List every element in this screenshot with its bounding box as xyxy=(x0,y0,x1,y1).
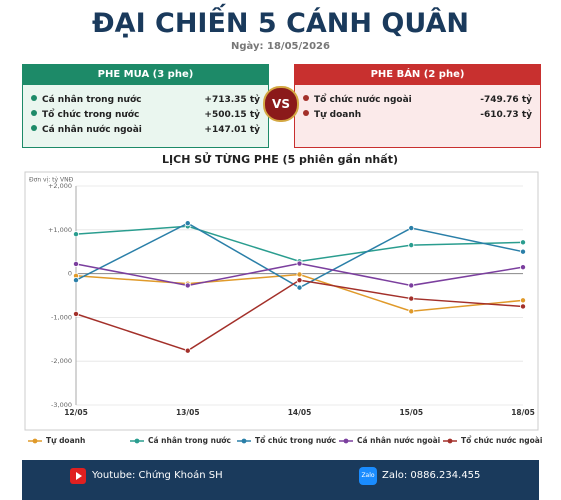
youtube-icon xyxy=(70,468,86,484)
data-point xyxy=(184,282,191,289)
buy-title: PHE MUA (3 phe) xyxy=(23,65,268,85)
sell-title: PHE BÁN (2 phe) xyxy=(295,65,540,85)
data-point xyxy=(296,271,303,278)
legend-label: Cá nhân trong nước xyxy=(148,436,231,445)
x-tick-label: 15/05 xyxy=(399,408,423,417)
legend-dot xyxy=(134,438,140,444)
y-tick-label: -3,000 xyxy=(51,401,72,409)
buy-panel: PHE MUA (3 phe) Cá nhân trong nước +713.3… xyxy=(22,64,269,148)
data-point xyxy=(408,295,415,302)
sell-rows: Tổ chức nước ngoài -749.76 tỷ Tự doanh -610… xyxy=(295,85,540,123)
sell-panel: PHE BÁN (2 phe) Tổ chức nước ngoài -749.7… xyxy=(294,64,541,148)
youtube-text[interactable]: Youtube: Chứng Khoán SH xyxy=(92,470,223,481)
legend-label: Cá nhân nước ngoài xyxy=(357,436,440,445)
x-tick-label: 12/05 xyxy=(64,408,88,417)
y-tick-label: +2,000 xyxy=(48,182,72,190)
data-point xyxy=(184,220,191,227)
data-point xyxy=(296,284,303,291)
data-point xyxy=(520,239,527,246)
legend-dot xyxy=(32,438,38,444)
chart-title: LỊCH SỬ TỪNG PHE (5 phiên gần nhất) xyxy=(162,152,398,166)
data-point xyxy=(73,310,80,317)
row-label: Cá nhân trong nước xyxy=(31,93,141,108)
date: Ngày: 18/05/2026 xyxy=(231,41,330,52)
title: ĐẠI CHIẾN 5 CÁNH QUÂN xyxy=(92,8,469,39)
row-value: -610.73 tỷ xyxy=(480,110,532,120)
legend-dot xyxy=(241,438,247,444)
legend-label: Tự doanh xyxy=(46,436,85,445)
panel-row: Tự doanh -610.73 tỷ xyxy=(295,108,540,123)
y-tick-label: 0 xyxy=(68,270,72,278)
row-value: +713.35 tỷ xyxy=(204,95,260,105)
row-label: Tự doanh xyxy=(303,108,361,123)
legend-label: Tổ chức trong nước xyxy=(255,436,336,445)
x-tick-label: 13/05 xyxy=(176,408,200,417)
data-point xyxy=(184,347,191,354)
panel-row: Cá nhân nước ngoài +147.01 tỷ xyxy=(23,123,268,138)
data-point xyxy=(520,264,527,271)
buy-rows: Cá nhân trong nước +713.35 tỷ Tổ chức tron… xyxy=(23,85,268,138)
data-point xyxy=(520,248,527,255)
y-tick-label: +1,000 xyxy=(48,226,72,234)
zalo-icon: Zalo xyxy=(359,467,377,485)
x-tick-label: 18/05 xyxy=(511,408,535,417)
legend-dot xyxy=(343,438,349,444)
data-point xyxy=(73,231,80,238)
panel-row: Tổ chức nước ngoài -749.76 tỷ xyxy=(295,93,540,108)
x-tick-label: 14/05 xyxy=(288,408,312,417)
row-value: -749.76 tỷ xyxy=(480,95,532,105)
panel-row: Cá nhân trong nước +713.35 tỷ xyxy=(23,93,268,108)
chart-frame xyxy=(24,171,539,431)
y-tick-label: -1,000 xyxy=(51,313,72,321)
data-point xyxy=(73,277,80,284)
panel-row: Tổ chức trong nước +500.15 tỷ xyxy=(23,108,268,123)
data-point xyxy=(408,242,415,249)
data-point xyxy=(73,260,80,267)
legend-dot xyxy=(447,438,453,444)
data-point xyxy=(520,297,527,304)
legend-label: Tổ chức nước ngoài xyxy=(461,436,542,445)
row-label: Cá nhân nước ngoài xyxy=(31,123,142,138)
y-tick-label: -2,000 xyxy=(51,357,72,365)
data-point xyxy=(296,260,303,267)
row-value: +500.15 tỷ xyxy=(204,110,260,120)
zalo-text[interactable]: Zalo: 0886.234.455 xyxy=(382,470,481,481)
data-point xyxy=(520,303,527,310)
footer: Youtube: Chứng Khoán SH Zalo Zalo: 0886.… xyxy=(22,460,539,500)
data-point xyxy=(408,308,415,315)
unit-note: Đơn vị: tỷ VNĐ xyxy=(29,177,74,184)
data-point xyxy=(408,282,415,289)
data-point xyxy=(408,225,415,232)
row-value: +147.01 tỷ xyxy=(204,125,260,135)
row-label: Tổ chức nước ngoài xyxy=(303,93,412,108)
row-label: Tổ chức trong nước xyxy=(31,108,139,123)
data-point xyxy=(296,277,303,284)
chart: LỊCH SỬ TỪNG PHE (5 phiên gần nhất) Đơn … xyxy=(24,152,542,445)
vs-badge: VS xyxy=(263,86,299,122)
